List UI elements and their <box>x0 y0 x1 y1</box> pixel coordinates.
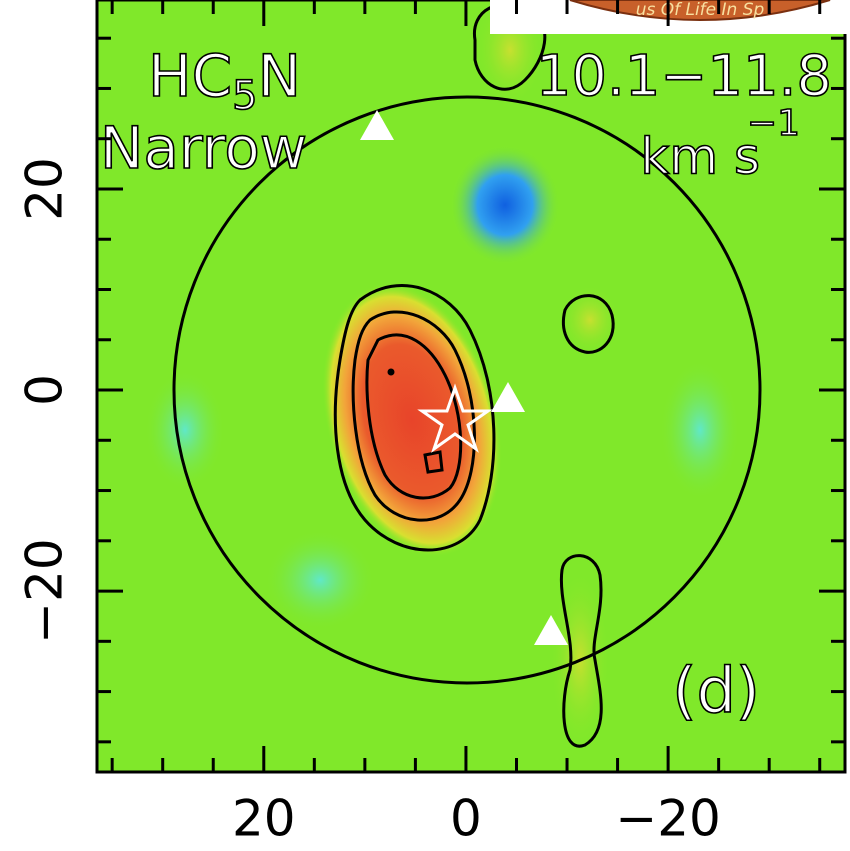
x-tick-label: −20 <box>615 790 721 848</box>
badge-text: us Of Life In Sp <box>636 0 765 20</box>
title-block: HC5N Narrow 10.1−11.8 km s −1 (d) <box>99 41 833 728</box>
velocity-unit: km s <box>640 128 760 186</box>
beam-circle <box>172 95 762 685</box>
markers <box>360 110 568 645</box>
y-tick-label: 20 <box>16 157 74 221</box>
x-tick-label: 0 <box>450 790 482 848</box>
triangle-marker <box>491 382 525 412</box>
title: HC5N <box>148 42 301 119</box>
y-tick-label: −20 <box>16 538 74 644</box>
velocity-unit-exponent: −1 <box>747 103 800 144</box>
triangle-marker <box>534 615 568 645</box>
panel-label: (d) <box>672 654 760 727</box>
title-subscript: 5 <box>232 73 257 119</box>
subtitle: Narrow <box>100 114 307 182</box>
title-part: N <box>258 42 301 110</box>
star-marker <box>417 383 493 453</box>
velocity-range: 10.1−11.8 <box>536 44 832 109</box>
badge-shape <box>569 0 831 21</box>
triangle-marker <box>360 110 394 140</box>
title-part: HC <box>148 42 232 110</box>
overlay-badge: us Of Life In Sp <box>490 0 850 34</box>
plot-frame <box>95 0 847 774</box>
y-tick-label: 0 <box>16 374 74 406</box>
x-tick-label: 20 <box>232 790 296 848</box>
